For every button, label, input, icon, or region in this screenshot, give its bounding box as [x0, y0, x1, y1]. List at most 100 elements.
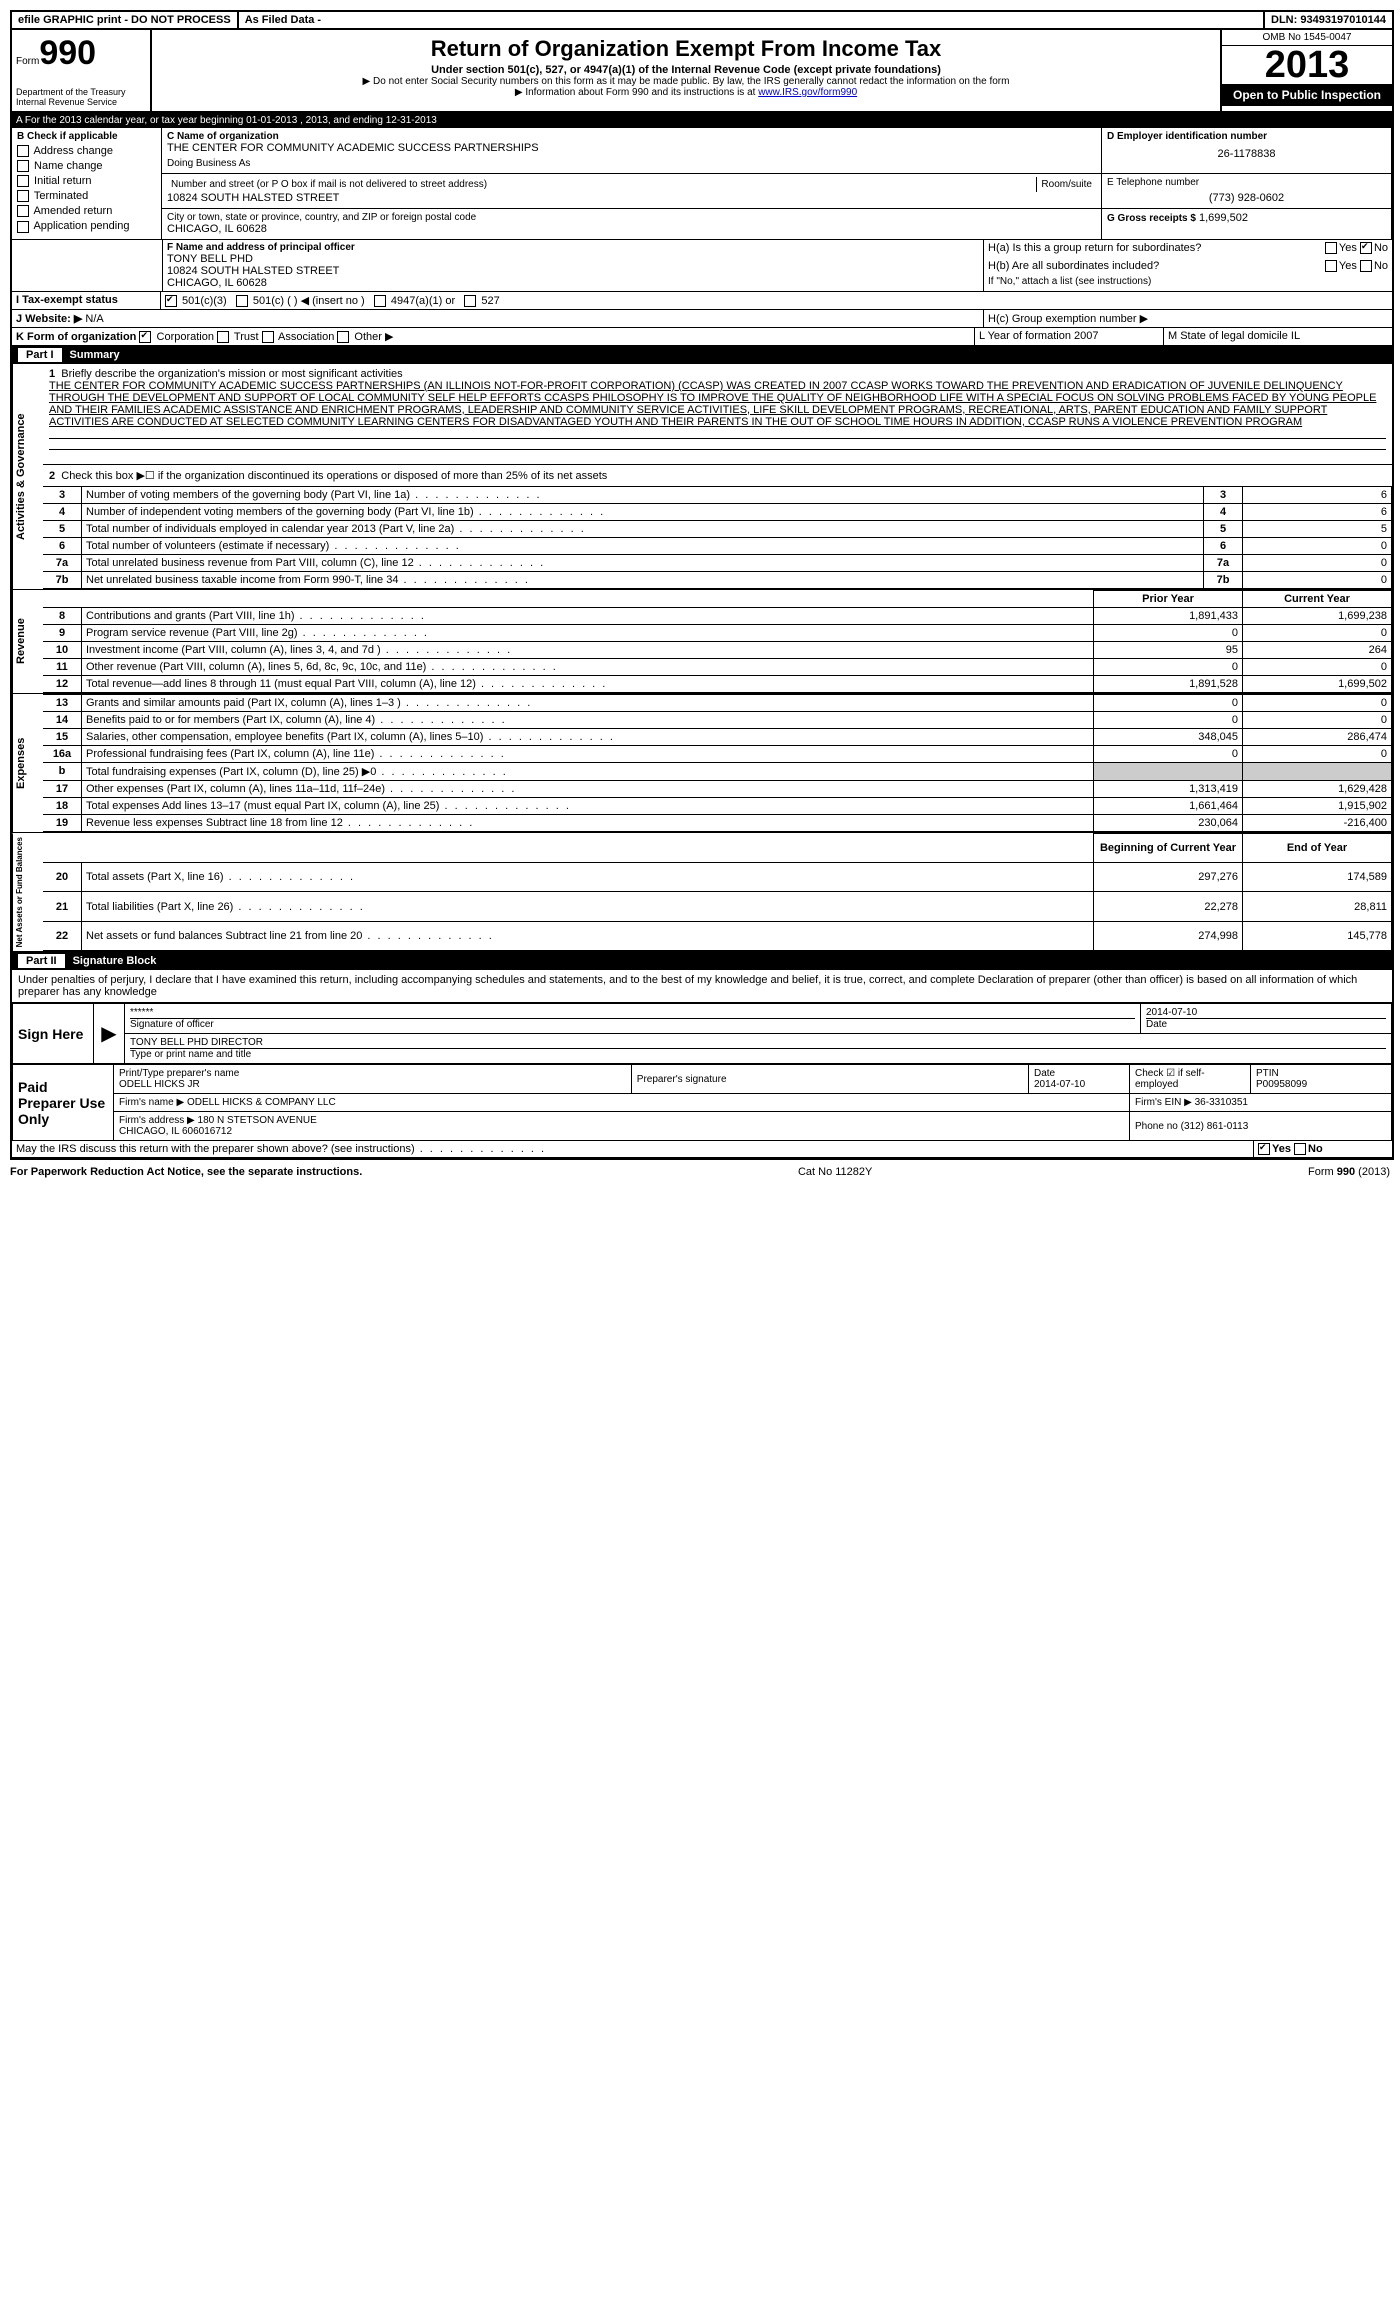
form-number: 990 [39, 34, 96, 72]
sign-table: Sign Here ▶ ****** Signature of officer … [12, 1003, 1392, 1064]
subtitle-1: Under section 501(c), 527, or 4947(a)(1)… [156, 64, 1216, 76]
tax-exempt-row: I Tax-exempt status 501(c)(3) 501(c) ( )… [12, 292, 1392, 310]
m-value: M State of legal domicile IL [1164, 328, 1392, 345]
current-value [1243, 762, 1392, 780]
row-num: b [43, 762, 82, 780]
discuss-yes-checkbox[interactable] [1258, 1143, 1270, 1155]
sig-label: Signature of officer [130, 1018, 1135, 1030]
dln-value: 93493197010144 [1300, 14, 1386, 26]
hb-note: If "No," attach a list (see instructions… [988, 276, 1388, 287]
part2-label: Part II [18, 954, 65, 968]
checkbox[interactable] [17, 175, 29, 187]
col-header: Current Year [1243, 590, 1392, 607]
row-text: Salaries, other compensation, employee b… [82, 728, 1094, 745]
row-text: Net assets or fund balances Subtract lin… [82, 921, 1094, 950]
officer-city: CHICAGO, IL 60628 [167, 277, 979, 289]
k-cell: K Form of organization Corporation Trust… [12, 328, 975, 345]
k-checkbox[interactable] [217, 331, 229, 343]
expenses-section: Expenses 13Grants and similar amounts pa… [12, 694, 1392, 833]
current-value: 1,629,428 [1243, 780, 1392, 797]
row-box: 6 [1204, 537, 1243, 554]
checkbox[interactable] [17, 190, 29, 202]
row-box: 3 [1204, 486, 1243, 503]
row-box: 4 [1204, 503, 1243, 520]
ein-cell: D Employer identification number 26-1178… [1102, 128, 1392, 174]
row-num: 22 [43, 921, 82, 950]
sig-date: 2014-07-10 [1146, 1007, 1386, 1018]
hb-no-checkbox[interactable] [1360, 260, 1372, 272]
org-name: THE CENTER FOR COMMUNITY ACADEMIC SUCCES… [167, 142, 1096, 154]
as-filed: As Filed Data - [239, 12, 1265, 28]
k-checkbox[interactable] [337, 331, 349, 343]
current-value: -216,400 [1243, 814, 1392, 831]
addr-cell: Number and street (or P O box if mail is… [162, 174, 1102, 209]
row-num: 13 [43, 694, 82, 711]
sig-name-cell: TONY BELL PHD DIRECTOR Type or print nam… [125, 1034, 1392, 1064]
website-row: J Website: ▶ N/A H(c) Group exemption nu… [12, 310, 1392, 328]
group-return-cell: H(a) Is this a group return for subordin… [984, 240, 1392, 291]
row-text: Other expenses (Part IX, column (A), lin… [82, 780, 1094, 797]
sig-date-label: Date [1146, 1018, 1386, 1030]
officer-cell: F Name and address of principal officer … [163, 240, 984, 291]
prior-value: 1,661,464 [1094, 797, 1243, 814]
row-text: Revenue less expenses Subtract line 18 f… [82, 814, 1094, 831]
discuss-no-checkbox[interactable] [1294, 1143, 1306, 1155]
current-value: 286,474 [1243, 728, 1392, 745]
taxexempt-checkbox[interactable] [165, 295, 177, 307]
prior-value [1094, 762, 1243, 780]
form-word: Form [16, 56, 39, 67]
hb-yes-checkbox[interactable] [1325, 260, 1337, 272]
row-text: Total number of individuals employed in … [82, 520, 1204, 537]
row-num: 16a [43, 745, 82, 762]
q2-row: 2 Check this box ▶☐ if the organization … [43, 464, 1392, 486]
prep-date-cell: Date2014-07-10 [1029, 1065, 1130, 1094]
row-num: 19 [43, 814, 82, 831]
j-label: J Website: ▶ [16, 313, 82, 325]
sign-here-label: Sign Here [13, 1004, 94, 1064]
row-box: 5 [1204, 520, 1243, 537]
discuss-row: May the IRS discuss this return with the… [12, 1141, 1392, 1158]
info-grid: B Check if applicable Address change Nam… [12, 128, 1392, 240]
checkbox[interactable] [17, 160, 29, 172]
prior-value: 0 [1094, 711, 1243, 728]
paid-label: Paid Preparer Use Only [13, 1065, 114, 1141]
check-b-item: Name change [17, 160, 156, 172]
header-right: OMB No 1545-0047 2013 Open to Public Ins… [1220, 30, 1392, 111]
f-label: F Name and address of principal officer [167, 242, 979, 253]
row-text: Total expenses Add lines 13–17 (must equ… [82, 797, 1094, 814]
row-text: Total number of volunteers (estimate if … [82, 537, 1204, 554]
sig-date-cell: 2014-07-10 Date [1141, 1004, 1392, 1034]
k-label: K Form of organization [16, 331, 136, 343]
row-num: 17 [43, 780, 82, 797]
inspection-notice: Open to Public Inspection [1222, 84, 1392, 106]
row-num: 21 [43, 892, 82, 921]
dept-label: Department of the Treasury Internal Reve… [16, 87, 146, 107]
taxexempt-checkbox[interactable] [464, 295, 476, 307]
phone-value: (773) 928-0602 [1107, 192, 1386, 204]
phone-cell: E Telephone number (773) 928-0602 [1102, 174, 1392, 209]
ha-yes-checkbox[interactable] [1325, 242, 1337, 254]
k-checkbox[interactable] [262, 331, 274, 343]
officer-row: F Name and address of principal officer … [12, 240, 1392, 292]
checkbox[interactable] [17, 221, 29, 233]
checkbox[interactable] [17, 145, 29, 157]
expenses-vlabel: Expenses [12, 694, 43, 832]
taxexempt-checkbox[interactable] [374, 295, 386, 307]
footer-right: Form 990 (2013) [1308, 1166, 1390, 1178]
current-value: 0 [1243, 745, 1392, 762]
hb-label: H(b) Are all subordinates included? [988, 260, 1159, 272]
checkbox[interactable] [17, 205, 29, 217]
row-num: 7b [43, 571, 82, 588]
row-num: 5 [43, 520, 82, 537]
gross-value: 1,699,502 [1199, 212, 1248, 224]
prior-value: 348,045 [1094, 728, 1243, 745]
taxexempt-checkbox[interactable] [236, 295, 248, 307]
org-name-cell: C Name of organization THE CENTER FOR CO… [162, 128, 1102, 174]
k-checkbox[interactable] [139, 331, 151, 343]
net-table: Beginning of Current YearEnd of Year20To… [43, 833, 1392, 951]
sig-cell: ****** Signature of officer [125, 1004, 1141, 1034]
ha-no-checkbox[interactable] [1360, 242, 1372, 254]
row-text: Program service revenue (Part VIII, line… [82, 624, 1094, 641]
irs-link[interactable]: www.IRS.gov/form990 [758, 87, 857, 98]
current-value: 264 [1243, 641, 1392, 658]
